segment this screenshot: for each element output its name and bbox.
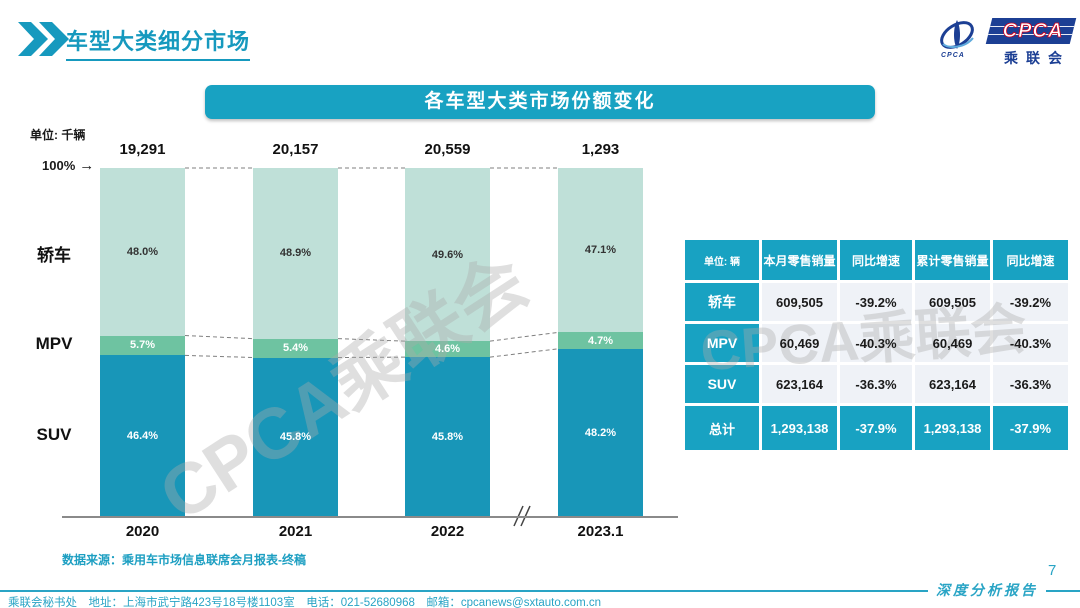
segment-value-label: 4.7% [587,334,614,347]
table-header-cell: 同比增速 [993,240,1068,280]
x-axis-category-label: 2020 [125,523,160,540]
report-type-label: 深度分析报告 [928,580,1046,600]
table-data-cell: -36.3% [840,365,912,403]
x-axis-category-label: 2021 [278,523,313,540]
bar-segment-SUV-2023.1: 48.2% [558,348,643,517]
segment-value-label: 4.6% [434,343,461,356]
bar-segment-轿车-2023.1: 47.1% [558,168,643,333]
table-data-cell: 60,469 [915,324,990,362]
segment-value-label: 48.0% [126,245,159,258]
table-data-cell: 623,164 [762,365,837,403]
cpca-logo-chinese: 乘联会 [1004,50,1070,66]
segment-value-label: 47.1% [584,244,617,257]
segment-value-label: 5.4% [282,342,309,355]
table-data-cell: 609,505 [915,283,990,321]
table-row-label-MPV: MPV [685,324,759,362]
table-data-cell: -39.2% [840,283,912,321]
table-data-cell: 609,505 [762,283,837,321]
cpca-logo-text: CPCA [1002,20,1064,43]
segment-value-label: 45.8% [279,431,312,444]
series-label-MPV: MPV [35,334,73,354]
table-data-cell: -40.3% [993,324,1068,362]
segment-value-label: 45.8% [431,431,464,444]
table-data-cell: -37.9% [840,406,912,450]
hundred-percent-label: 100% [42,158,76,173]
series-label-SUV: SUV [36,425,72,445]
table-data-cell: -39.2% [993,283,1068,321]
bar-segment-MPV-2020: 5.7% [100,335,185,356]
column-total-label: 20,157 [272,141,319,158]
bar-segment-MPV-2022: 4.6% [405,341,490,358]
table-row-label-总计: 总计 [685,406,759,450]
segment-value-label: 48.9% [279,247,312,260]
bar-segment-MPV-2023.1: 4.7% [558,332,643,349]
cpca-swoosh-icon [940,20,974,49]
table-row-label-SUV: SUV [685,365,759,403]
column-total-label: 1,293 [581,141,620,158]
cpca-logo-subtext: CPCA [941,52,965,59]
table-header-cell: 同比增速 [840,240,912,280]
x-axis-category-label: 2023.1 [577,523,624,540]
chart-banner-title: 各车型大类市场份额变化 [205,85,875,119]
bar-segment-轿车-2022: 49.6% [405,168,490,342]
column-total-label: 19,291 [119,141,166,158]
bar-segment-SUV-2021: 45.8% [253,357,338,518]
table-row-label-轿车: 轿车 [685,283,759,321]
table-header-cell: 单位: 辆 [685,240,759,280]
page-number: 7 [1048,562,1057,579]
table-data-cell: 1,293,138 [915,406,990,450]
hundred-percent-marker: 100% → [42,157,94,174]
table-data-cell: -37.9% [993,406,1068,450]
right-arrow-icon: → [79,157,95,174]
segment-value-label: 49.6% [431,248,464,261]
segment-value-label: 46.4% [126,430,159,443]
x-axis-line [62,516,678,518]
double-chevron-icon [18,22,69,56]
table-data-cell: 60,469 [762,324,837,362]
series-label-轿车: 轿车 [37,245,71,265]
bar-segment-SUV-2022: 45.8% [405,357,490,517]
x-axis-category-label: 2022 [430,523,465,540]
bar-segment-MPV-2021: 5.4% [253,338,338,358]
table-header-cell: 累计零售销量 [915,240,990,280]
column-total-label: 20,559 [424,141,471,158]
bar-segment-SUV-2020: 46.4% [100,355,185,518]
page-title: 车型大类细分市场 [66,24,251,61]
segment-value-label: 48.2% [584,426,617,439]
table-data-cell: 623,164 [915,365,990,403]
table-data-cell: -36.3% [993,365,1068,403]
cpca-logo: CPCA CPCA 乘联会 [933,12,1078,66]
segment-value-label: 5.7% [129,339,156,352]
sales-table: 单位: 辆本月零售销量 同比增速 累计零售销量 同比增速 轿车 609,505 -39.2%… [685,240,1068,450]
table-data-cell: 1,293,138 [762,406,837,450]
footer-divider-line [0,590,1080,592]
footer-contact-info: 乘联会秘书处 地址：上海市武宁路423号18号楼1103室 电话：021-526… [8,597,602,608]
bar-segment-轿车-2021: 48.9% [253,168,338,339]
table-header-cell: 本月零售销量 [762,240,837,280]
data-source-note: 数据来源：乘用车市场信息联席会月报表-终稿 [62,553,306,567]
unit-label: 单位: 千辆 [30,128,86,142]
bar-segment-轿车-2020: 48.0% [100,168,185,336]
table-data-cell: -40.3% [840,324,912,362]
